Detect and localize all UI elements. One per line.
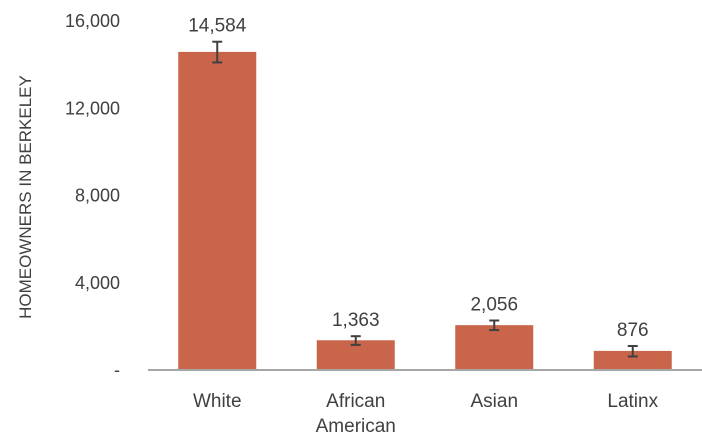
bar xyxy=(178,51,257,370)
x-tick-label: American xyxy=(316,416,396,437)
y-tick-label: - xyxy=(114,360,120,380)
data-label: 1,363 xyxy=(332,310,380,331)
x-tick-label: Latinx xyxy=(607,391,658,412)
x-tick-label: Asian xyxy=(470,391,518,412)
data-label: 876 xyxy=(617,320,649,341)
bar xyxy=(455,325,534,370)
y-tick-label: 12,000 xyxy=(65,98,120,118)
y-tick-label: 8,000 xyxy=(75,186,120,206)
y-tick-label: 16,000 xyxy=(65,11,120,31)
bar xyxy=(593,350,672,370)
x-tick-label: White xyxy=(193,391,242,412)
x-tick-label: African xyxy=(326,391,385,412)
y-tick-label: 4,000 xyxy=(75,273,120,293)
data-label: 14,584 xyxy=(188,16,247,37)
data-label: 2,056 xyxy=(470,294,518,315)
y-axis-title: HOMEOWNERS IN BERKELEY xyxy=(16,75,35,319)
